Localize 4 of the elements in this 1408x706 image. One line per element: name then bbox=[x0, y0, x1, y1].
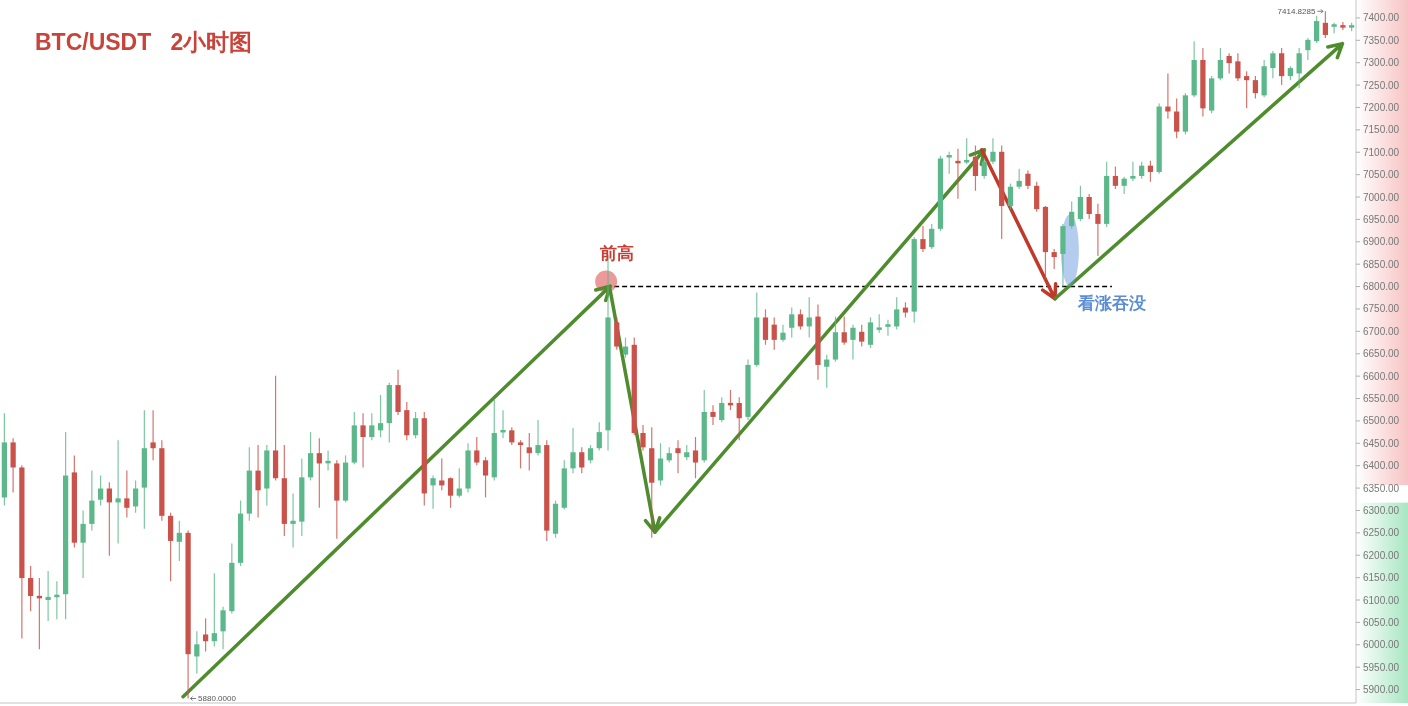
annotation: 5880.0000 bbox=[198, 694, 236, 703]
title: BTC/USDT 2小时图 bbox=[35, 29, 253, 55]
annotation: 看涨吞没 bbox=[1077, 293, 1146, 313]
annotation: 7414.8285 bbox=[1277, 6, 1316, 16]
